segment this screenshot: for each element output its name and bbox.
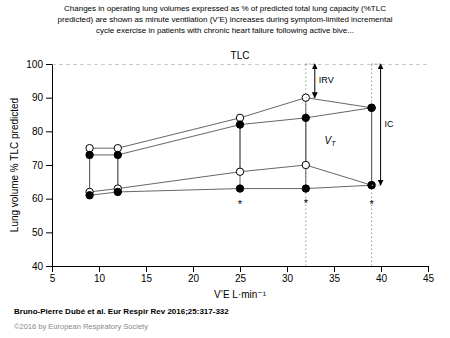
point [302,161,309,168]
x-tick-label: 15 [141,273,153,284]
plot-area [52,64,428,266]
x-tick-label: 25 [235,273,247,284]
y-tick-label: 90 [32,92,44,103]
x-tick: 5 [50,266,56,284]
point [302,185,309,192]
y-axis-title: Lung volume % TLC predicted [9,98,20,232]
x-tick-mark [334,266,335,272]
point [368,104,375,111]
y-tick: 100 [26,59,52,70]
guide-line [371,64,372,266]
x-tick-label: 30 [282,273,294,284]
x-tick-mark [381,266,382,272]
x-tick-mark [287,266,288,272]
point [368,182,375,189]
annotation-subscript: T [331,141,336,148]
bracket-tick [306,64,315,65]
x-tick-mark [99,266,100,272]
reference-line [52,64,428,65]
point [368,104,375,111]
range-label: IRV [319,75,334,85]
series-line [90,98,372,149]
title: Changes in operating lung volumes expres… [64,4,386,13]
annotation: VT [325,135,337,148]
range-arrow [314,64,315,98]
series-line [90,185,372,195]
x-axis-title: V’E L·min⁻¹ [214,289,267,300]
x-tick-mark [240,266,241,272]
y-tick-mark [46,98,52,99]
x-tick-mark [193,266,194,272]
bracket-tick [372,185,381,186]
point [236,121,243,128]
x-tick-label: 20 [188,273,200,284]
point [302,114,309,121]
x-tick: 30 [282,266,294,284]
series-line [90,108,372,155]
x-tick-label: 35 [329,273,341,284]
x-tick-label: 40 [376,273,388,284]
x-tick: 25 [235,266,247,284]
point [236,185,243,192]
y-tick: 70 [32,160,52,171]
x-axis: 5 10 15 20 25 30 35 40 45 [50,266,435,284]
y-tick: 50 [32,227,52,238]
bracket-tick [372,64,381,65]
y-tick: 40 [32,261,52,272]
bracket-tick [306,97,315,98]
y-tick-label: 40 [32,261,44,272]
y-tick-mark [46,131,52,132]
range-label: IC [385,119,395,129]
x-tick-mark [428,266,429,272]
series-line [90,165,372,192]
connector [371,108,372,185]
x-tick: 40 [376,266,388,284]
annotations: TLC IRV VT IC * * * [231,50,395,210]
y-tick-mark [46,165,52,166]
y-axis-line [46,65,53,267]
y-tick-mark [46,64,52,65]
y-tick-label: 80 [32,126,44,137]
x-tick-mark [146,266,147,272]
x-tick: 10 [94,266,106,284]
connector [240,125,241,189]
significance-mark: * [304,197,309,209]
reference-label: TLC [231,50,250,61]
range-arrow [380,64,381,185]
connector [371,108,372,185]
significance-mark: * [238,198,243,210]
x-tick: 15 [141,266,153,284]
point [236,168,243,175]
point [86,151,93,158]
x-tick-label: 45 [423,273,435,284]
y-tick: 60 [32,193,52,204]
chart: Changes in operating lung volumes expres… [0,0,450,338]
y-tick-label: 50 [32,227,44,238]
x-tick-label: 5 [50,273,56,284]
y-tick: 80 [32,126,52,137]
point [114,151,121,158]
y-tick: 90 [32,92,52,103]
y-tick-mark [46,266,52,267]
title: cycle exercise in patients with chronic … [96,26,354,35]
point [86,192,93,199]
point [114,188,121,195]
y-tick-mark [46,232,52,233]
x-axis-line [53,267,429,273]
x-tick: 45 [423,266,435,284]
y-tick-label: 100 [26,59,43,70]
y-tick-label: 70 [32,160,44,171]
footnote: ©2016 by European Respiratory Society [14,322,148,331]
y-tick-mark [46,199,52,200]
x-tick-label: 10 [94,273,106,284]
title: predicted) are shown as minute ventilati… [58,15,393,24]
point [368,182,375,189]
connector [305,118,306,189]
y-axis: 40 50 60 70 80 90 100 [26,59,52,272]
significance-mark: * [369,198,374,210]
x-tick: 20 [188,266,200,284]
y-tick-label: 60 [32,193,44,204]
x-tick: 35 [329,266,341,284]
footnote: Bruno-Pierre Dubé et al. Eur Respir Rev … [14,307,229,316]
